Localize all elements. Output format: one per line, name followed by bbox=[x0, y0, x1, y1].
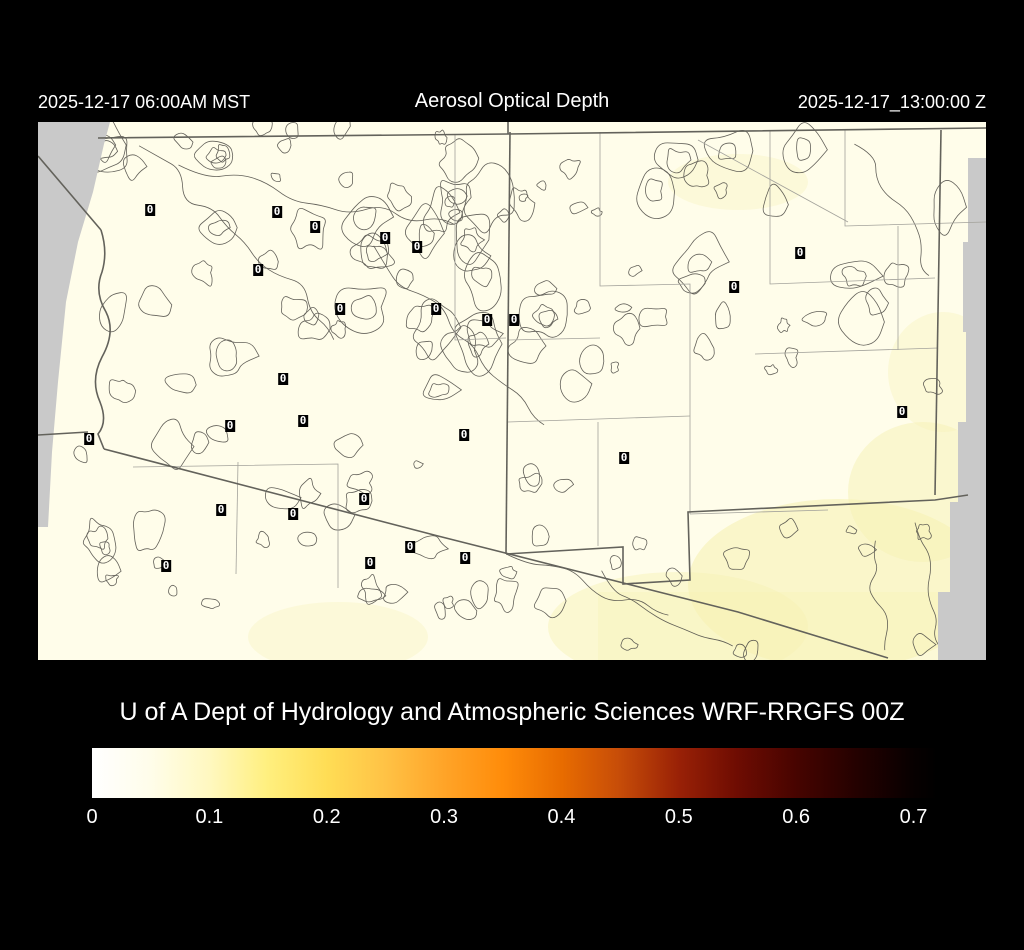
station-values-layer: 0 0 0 0 0 0 0 0 0 0 0 0 0 0 0 0 0 0 0 0 0 0 0 0 0 0 bbox=[38, 122, 986, 660]
station-aod-label: 0 bbox=[359, 492, 369, 505]
station-aod-label: 0 bbox=[278, 372, 288, 385]
station-aod-label: 0 bbox=[145, 203, 155, 216]
station-aod-label: 0 bbox=[412, 240, 422, 253]
colorbar-tick-0: 0 bbox=[86, 806, 98, 828]
station-aod-label: 0 bbox=[161, 559, 171, 572]
terrain-contours bbox=[73, 122, 986, 660]
out-of-domain-mask bbox=[38, 122, 986, 660]
colorbar-gradient bbox=[92, 748, 937, 798]
station-aod-label: 0 bbox=[253, 263, 263, 276]
colorbar-tick-0.4: 0.4 bbox=[547, 806, 576, 828]
county-boundaries bbox=[132, 130, 986, 588]
station-aod-label: 0 bbox=[310, 220, 320, 233]
station-aod-label: 0 bbox=[298, 414, 308, 427]
colorbar-tick-labels: 0 0.1 0.2 0.3 0.4 0.5 0.6 0.7 bbox=[86, 806, 937, 832]
state-boundaries bbox=[38, 122, 986, 659]
station-aod-label: 0 bbox=[729, 280, 739, 293]
station-aod-label: 0 bbox=[795, 246, 805, 259]
station-aod-label: 0 bbox=[335, 302, 345, 315]
station-aod-label: 0 bbox=[509, 313, 519, 326]
station-aod-label: 0 bbox=[460, 551, 470, 564]
colorbar-tick-0.3: 0.3 bbox=[430, 806, 458, 828]
colorbar-tick-0.7: 0.7 bbox=[899, 806, 928, 828]
map-graphic bbox=[38, 122, 986, 660]
station-aod-label: 0 bbox=[272, 205, 282, 218]
valid-time-utc: 2025-12-17_13:00:00 Z bbox=[797, 92, 986, 112]
valid-time-local: 2025-12-17 06:00AM MST bbox=[38, 92, 251, 112]
station-aod-label: 0 bbox=[405, 540, 415, 553]
plot-title: Aerosol Optical Depth bbox=[414, 90, 610, 112]
station-aod-label: 0 bbox=[459, 428, 469, 441]
colorbar-tick-0.5: 0.5 bbox=[664, 806, 693, 828]
station-aod-label: 0 bbox=[482, 313, 492, 326]
colorbar-tick-0.1: 0.1 bbox=[195, 806, 224, 828]
station-aod-label: 0 bbox=[380, 231, 390, 244]
station-aod-label: 0 bbox=[84, 432, 94, 445]
station-aod-label: 0 bbox=[225, 419, 235, 432]
colorbar-tick-0.6: 0.6 bbox=[782, 806, 811, 828]
station-aod-label: 0 bbox=[216, 503, 226, 516]
station-aod-label: 0 bbox=[431, 302, 441, 315]
station-aod-label: 0 bbox=[619, 451, 629, 464]
station-aod-label: 0 bbox=[897, 405, 907, 418]
station-aod-label: 0 bbox=[288, 507, 298, 520]
station-aod-label: 0 bbox=[365, 556, 375, 569]
colorbar-tick-0.2: 0.2 bbox=[312, 806, 341, 828]
map-canvas: 0 0 0 0 0 0 0 0 0 0 0 0 0 0 0 0 0 0 0 0 0 0 0 0 0 0 bbox=[38, 122, 986, 660]
credit-caption: U of A Dept of Hydrology and Atmospheric… bbox=[119, 698, 905, 726]
